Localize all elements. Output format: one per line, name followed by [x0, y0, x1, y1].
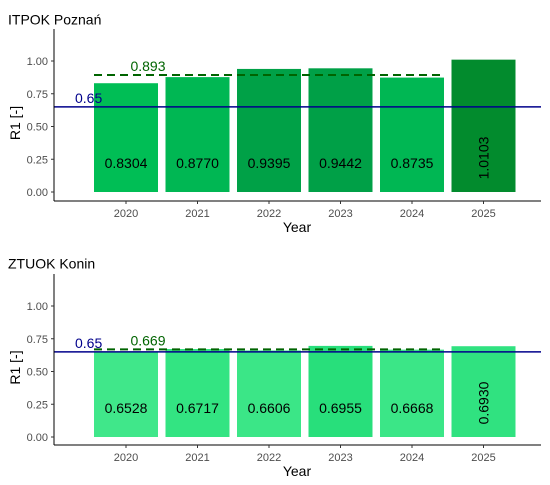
y-tick-label: 0.50 — [27, 122, 48, 134]
bar-value-label: 0.6955 — [319, 400, 362, 416]
bar-2025 — [451, 346, 516, 437]
chart-panel-1: ITPOK Poznań 0.8304 0.8770 0.9395 0.9442 0.87… — [7, 11, 541, 235]
bar-2023 — [308, 68, 373, 192]
y-tick-label: 0.00 — [27, 432, 48, 444]
chart-title: ZTUOK Konin — [8, 255, 95, 271]
bar-2021 — [165, 77, 230, 192]
y-tick-label: 0.25 — [27, 399, 48, 411]
x-tick-label: 2023 — [328, 208, 352, 220]
x-tick-label: 2022 — [257, 452, 281, 464]
bar-2024 — [380, 349, 444, 437]
bar-value-label: 0.8735 — [391, 155, 434, 171]
y-tick-label: 1.00 — [27, 56, 48, 68]
average-line-label: 0.669 — [130, 332, 165, 348]
x-tick-label: 2025 — [471, 208, 495, 220]
bar-2020 — [94, 83, 158, 192]
y-tick-label: 0.00 — [27, 187, 48, 199]
y-axis-title: R1 [-] — [7, 106, 23, 140]
bar-2020 — [94, 351, 158, 437]
average-line-label: 0.893 — [130, 58, 165, 74]
bar-value-label: 0.6930 — [476, 381, 492, 424]
threshold-line-label: 0.65 — [75, 335, 102, 351]
x-tick-label: 2025 — [471, 452, 495, 464]
bar-value-label: 1.0103 — [476, 136, 492, 179]
chart-panel-2: ZTUOK Konin 0.6528 0.6717 0.6606 0.6955 0.666… — [7, 255, 541, 479]
bar-value-label: 0.6606 — [248, 400, 291, 416]
bar-2022 — [237, 68, 301, 192]
y-tick-label: 0.75 — [27, 334, 48, 346]
bar-value-label: 0.9395 — [248, 155, 291, 171]
x-tick-label: 2023 — [328, 452, 352, 464]
chart-title: ITPOK Poznań — [8, 11, 101, 27]
bar-value-label: 0.8770 — [176, 155, 219, 171]
y-tick-label: 0.75 — [27, 89, 48, 101]
bar-value-label: 0.6528 — [105, 400, 148, 416]
x-tick-label: 2020 — [114, 208, 138, 220]
x-tick-label: 2021 — [185, 208, 209, 220]
bar-2023 — [308, 345, 373, 437]
bar-2024 — [380, 77, 444, 192]
x-tick-label: 2021 — [185, 452, 209, 464]
bar-value-label: 0.6668 — [391, 400, 434, 416]
x-tick-label: 2024 — [400, 208, 424, 220]
y-tick-label: 1.00 — [27, 301, 48, 313]
x-axis-title: Year — [283, 219, 312, 235]
y-tick-label: 0.50 — [27, 367, 48, 379]
bar-2022 — [237, 350, 301, 437]
x-tick-label: 2022 — [257, 208, 281, 220]
y-axis-title: R1 [-] — [7, 350, 23, 384]
x-tick-label: 2020 — [114, 452, 138, 464]
bar-value-label: 0.6717 — [176, 400, 219, 416]
bar-value-label: 0.8304 — [105, 155, 148, 171]
threshold-line-label: 0.65 — [75, 90, 102, 106]
bar-value-label: 0.9442 — [319, 155, 362, 171]
bar-2021 — [165, 349, 230, 437]
bar-2025 — [451, 59, 516, 193]
x-tick-label: 2024 — [400, 452, 424, 464]
y-tick-label: 0.25 — [27, 154, 48, 166]
x-axis-title: Year — [283, 463, 312, 479]
